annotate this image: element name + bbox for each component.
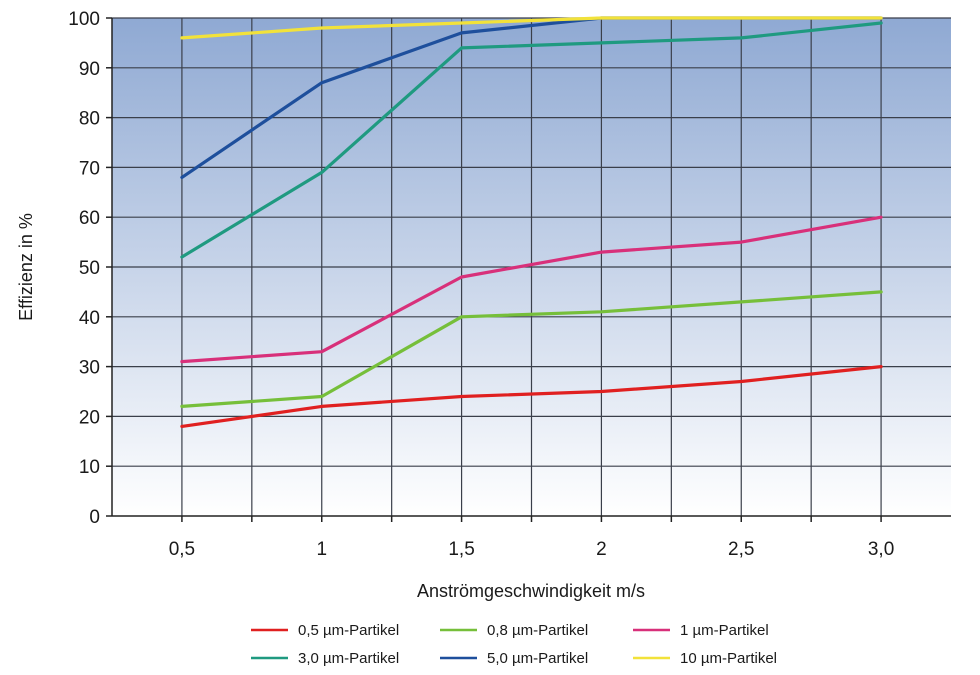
series-line bbox=[180, 290, 883, 408]
x-tick-label: 3,0 bbox=[868, 539, 894, 560]
legend: 0,5 µm-Partikel 0,8 µm-Partikel 1 µm-Parti… bbox=[251, 622, 777, 667]
axes bbox=[106, 17, 951, 522]
legend-label: 5,0 µm-Partikel bbox=[487, 650, 588, 667]
y-tick-label: 30 bbox=[79, 358, 100, 379]
y-tick-label: 10 bbox=[79, 457, 100, 478]
y-tick-label: 0 bbox=[89, 507, 100, 528]
y-tick-label: 20 bbox=[79, 407, 100, 428]
y-tick-label: 50 bbox=[79, 258, 100, 279]
y-tick-label: 100 bbox=[68, 9, 100, 30]
x-tick-label: 1,5 bbox=[448, 539, 474, 560]
x-tick-labels: 0,5 1 1,5 2 2,5 3,0 bbox=[169, 539, 895, 560]
y-tick-label: 40 bbox=[79, 308, 100, 329]
series-lines bbox=[180, 16, 883, 428]
series-line bbox=[180, 215, 883, 364]
legend-label: 0,5 µm-Partikel bbox=[298, 622, 399, 639]
series-line bbox=[180, 365, 883, 428]
legend-label: 10 µm-Partikel bbox=[680, 650, 777, 667]
y-tick-label: 70 bbox=[79, 158, 100, 179]
y-axis-label: Effizienz in % bbox=[16, 213, 36, 321]
legend-label: 0,8 µm-Partikel bbox=[487, 622, 588, 639]
series-line bbox=[180, 16, 883, 40]
y-tick-label: 90 bbox=[79, 59, 100, 80]
x-tick-label: 2,5 bbox=[728, 539, 754, 560]
x-tick-label: 1 bbox=[316, 539, 327, 560]
y-tick-label: 80 bbox=[79, 109, 100, 130]
legend-label: 1 µm-Partikel bbox=[680, 622, 769, 639]
legend-label: 3,0 µm-Partikel bbox=[298, 650, 399, 667]
y-tick-labels: 0 10 20 30 40 50 60 70 80 90 100 bbox=[68, 9, 100, 528]
x-axis-label: Anströmgeschwindigkeit m/s bbox=[417, 581, 645, 601]
series-line bbox=[180, 21, 883, 259]
y-tick-label: 60 bbox=[79, 208, 100, 229]
x-tick-label: 0,5 bbox=[169, 539, 195, 560]
x-tick-label: 2 bbox=[596, 539, 607, 560]
grid bbox=[112, 17, 951, 516]
